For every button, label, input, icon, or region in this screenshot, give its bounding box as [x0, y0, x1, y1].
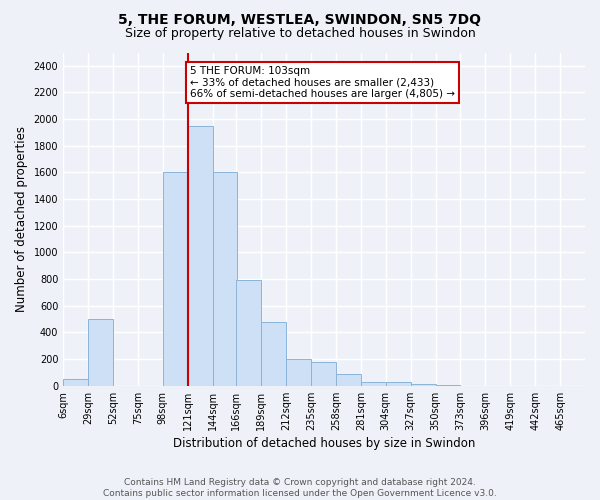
Bar: [212, 172, 238, 386]
Text: Contains HM Land Registry data © Crown copyright and database right 2024.
Contai: Contains HM Land Registry data © Crown c…: [103, 478, 497, 498]
Bar: [163, 172, 188, 386]
Bar: [88, 319, 113, 386]
Bar: [188, 126, 212, 386]
Bar: [261, 322, 286, 386]
Bar: [336, 374, 361, 386]
Bar: [386, 382, 410, 386]
Bar: [361, 382, 386, 386]
X-axis label: Distribution of detached houses by size in Swindon: Distribution of detached houses by size …: [173, 437, 475, 450]
Text: Size of property relative to detached houses in Swindon: Size of property relative to detached ho…: [125, 28, 475, 40]
Text: 5 THE FORUM: 103sqm
← 33% of detached houses are smaller (2,433)
66% of semi-det: 5 THE FORUM: 103sqm ← 33% of detached ho…: [190, 66, 455, 99]
Bar: [311, 362, 336, 386]
Bar: [236, 280, 261, 386]
Y-axis label: Number of detached properties: Number of detached properties: [15, 126, 28, 312]
Bar: [410, 384, 436, 386]
Bar: [63, 379, 88, 386]
Bar: [286, 359, 311, 386]
Bar: [436, 385, 460, 386]
Text: 5, THE FORUM, WESTLEA, SWINDON, SN5 7DQ: 5, THE FORUM, WESTLEA, SWINDON, SN5 7DQ: [119, 12, 482, 26]
